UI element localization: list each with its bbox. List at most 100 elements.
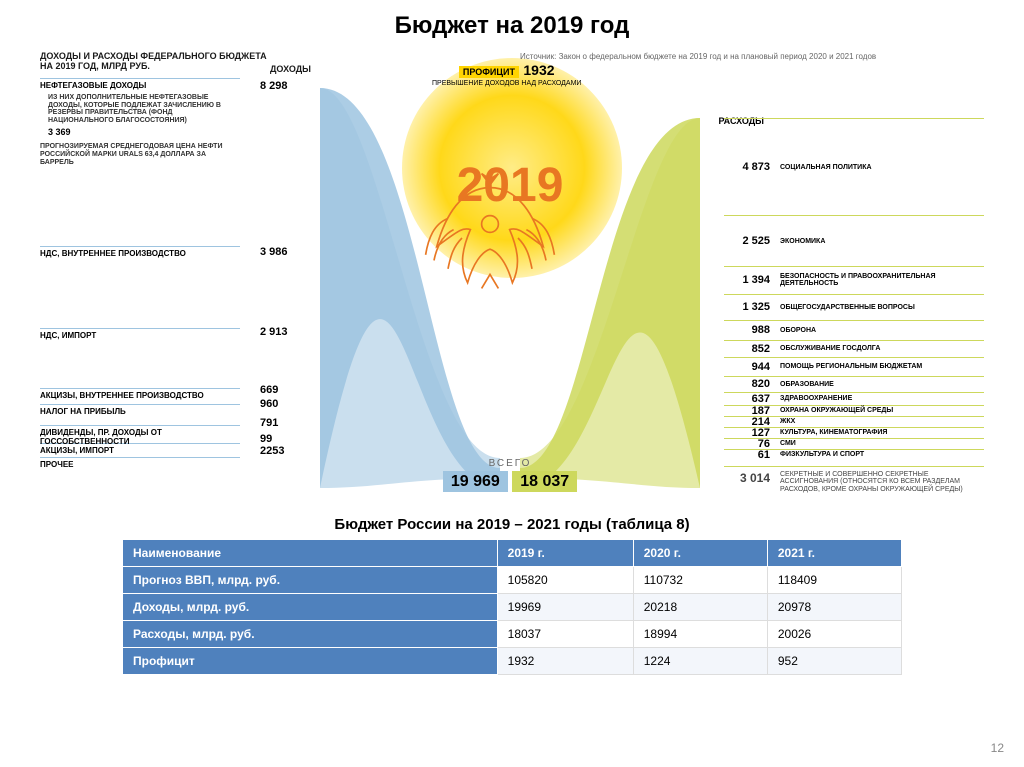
expense-value: 61 xyxy=(724,449,770,461)
income-list: НЕФТЕГАЗОВЫЕ ДОХОДЫИЗ НИХ ДОПОЛНИТЕЛЬНЫЕ… xyxy=(40,78,240,504)
income-value: 669 xyxy=(260,384,278,396)
table-row: Расходы, млрд. руб.180371899420026 xyxy=(123,621,902,648)
table-cell: 110732 xyxy=(633,567,767,594)
table-row: Прогноз ВВП, млрд. руб.10582011073211840… xyxy=(123,567,902,594)
income-item: ДИВИДЕНДЫ, ПР. ДОХОДЫ ОТ ГОССОБСТВЕННОСТ… xyxy=(40,425,240,441)
expense-item: 944ПОМОЩЬ РЕГИОНАЛЬНЫМ БЮДЖЕТАМ xyxy=(724,357,984,376)
table-col-header: Наименование xyxy=(123,540,498,567)
surplus-title: ПРОФИЦИТ xyxy=(459,66,519,78)
expense-value: 2 525 xyxy=(724,235,770,247)
income-item: НДС, ВНУТРЕННЕЕ ПРОИЗВОДСТВО xyxy=(40,246,240,326)
expense-value: 988 xyxy=(724,324,770,336)
income-item: ПРОЧЕЕ xyxy=(40,457,240,502)
expense-list: 4 873 СОЦИАЛЬНАЯ ПОЛИТИКА 2 525 ЭКОНОМИКА 1 … xyxy=(724,118,984,494)
expense-label: ОБРАЗОВАНИЕ xyxy=(780,381,834,388)
expense-item: 988 ОБОРОНА xyxy=(724,320,984,340)
table-col-header: 2021 г. xyxy=(767,540,901,567)
table-cell: 118409 xyxy=(767,567,901,594)
expense-value: 852 xyxy=(724,343,770,355)
page-number: 12 xyxy=(991,741,1004,755)
expense-item: 4 873 СОЦИАЛЬНАЯ ПОЛИТИКА xyxy=(724,118,984,215)
income-value: 3 986 xyxy=(260,246,288,258)
expense-item: 127КУЛЬТУРА, КИНЕМАТОГРАФИЯ xyxy=(724,427,984,438)
income-value: 2253 xyxy=(260,445,284,457)
table-col-header: 2020 г. xyxy=(633,540,767,567)
income-value: 791 xyxy=(260,417,278,429)
expense-label: СОЦИАЛЬНАЯ ПОЛИТИКА xyxy=(780,164,872,171)
income-value: 2 913 xyxy=(260,326,288,338)
table-cell: 19969 xyxy=(497,594,633,621)
eagle-icon xyxy=(420,168,560,308)
table-row: Профицит19321224952 xyxy=(123,648,902,675)
table-cell: 1932 xyxy=(497,648,633,675)
expense-value: 820 xyxy=(724,378,770,390)
table-cell: 20978 xyxy=(767,594,901,621)
table-body: Прогноз ВВП, млрд. руб.10582011073211840… xyxy=(123,567,902,675)
expense-item: 820 ОБРАЗОВАНИЕ xyxy=(724,376,984,392)
table-row-header: Профицит xyxy=(123,648,498,675)
table-row-header: Прогноз ВВП, млрд. руб. xyxy=(123,567,498,594)
expense-label: КУЛЬТУРА, КИНЕМАТОГРАФИЯ xyxy=(780,429,887,436)
expense-item: 76СМИ xyxy=(724,438,984,449)
income-note-value: 3 369 xyxy=(40,127,240,137)
table-cell: 20026 xyxy=(767,621,901,648)
surplus-block: ПРОФИЦИТ 1932 ПРЕВЫШЕНИЕ ДОХОДОВ НАД РАС… xyxy=(432,62,581,87)
expense-label: ОБЩЕГОСУДАРСТВЕННЫЕ ВОПРОСЫ xyxy=(780,304,915,311)
expense-item: 1 325 ОБЩЕГОСУДАРСТВЕННЫЕ ВОПРОСЫ xyxy=(724,294,984,320)
table-header-row: Наименование2019 г.2020 г.2021 г. xyxy=(123,540,902,567)
income-item: АКЦИЗЫ, ВНУТРЕННЕЕ ПРОИЗВОДСТВО xyxy=(40,388,240,401)
totals-label: ВСЕГО xyxy=(400,458,620,469)
expense-label: ЭКОНОМИКА xyxy=(780,238,825,245)
table-row-header: Расходы, млрд. руб. xyxy=(123,621,498,648)
expense-value: 637 xyxy=(724,393,770,405)
expense-label: ЖКХ xyxy=(780,418,795,425)
expense-item: 2 525 ЭКОНОМИКА xyxy=(724,215,984,265)
expense-item: 637 ЗДРАВООХРАНЕНИЕ xyxy=(724,392,984,405)
expense-label: ФИЗКУЛЬТУРА И СПОРТ xyxy=(780,451,864,458)
oil-price-note: Прогнозируемая среднегодовая цена нефти … xyxy=(40,137,240,175)
sankey-diagram: ДОХОДЫ И РАСХОДЫ ФЕДЕРАЛЬНОГО БЮДЖЕТА НА… xyxy=(0,48,1024,508)
surplus-sub: ПРЕВЫШЕНИЕ ДОХОДОВ НАД РАСХОДАМИ xyxy=(432,80,581,87)
income-item: НДС, ИМПОРТ xyxy=(40,328,240,386)
income-value: 99 xyxy=(260,433,272,445)
table-col-header: 2019 г. xyxy=(497,540,633,567)
income-item: НЕФТЕГАЗОВЫЕ ДОХОДЫИЗ НИХ ДОПОЛНИТЕЛЬНЫЕ… xyxy=(40,78,240,244)
table-cell: 105820 xyxy=(497,567,633,594)
totals-block: ВСЕГО 19 969 18 037 xyxy=(400,458,620,491)
income-note: ИЗ НИХ ДОПОЛНИТЕЛЬНЫЕ НЕФТЕГАЗОВЫЕ ДОХОД… xyxy=(40,90,240,127)
expense-label: ЗДРАВООХРАНЕНИЕ xyxy=(780,395,852,402)
table-cell: 18037 xyxy=(497,621,633,648)
expense-label: ОХРАНА ОКРУЖАЮЩЕЙ СРЕДЫ xyxy=(780,407,893,414)
expense-item: 187ОХРАНА ОКРУЖАЮЩЕЙ СРЕДЫ xyxy=(724,405,984,416)
income-value: 8 298 xyxy=(260,80,288,92)
table-title: Бюджет России на 2019 – 2021 годы (табли… xyxy=(0,516,1024,533)
expense-item: 1 394 БЕЗОПАСНОСТЬ И ПРАВООХРАНИТЕЛЬНАЯ Д… xyxy=(724,266,984,294)
expense-label: БЕЗОПАСНОСТЬ И ПРАВООХРАНИТЕЛЬНАЯ ДЕЯТЕЛ… xyxy=(780,273,984,287)
expense-label: СМИ xyxy=(780,440,796,447)
surplus-value: 1932 xyxy=(523,62,554,78)
budget-table: Наименование2019 г.2020 г.2021 г. Прогно… xyxy=(122,539,902,675)
expense-value: 1 394 xyxy=(724,274,770,286)
main-title: Бюджет на 2019 год xyxy=(0,0,1024,48)
table-row-header: Доходы, млрд. руб. xyxy=(123,594,498,621)
secret-value: 3 014 xyxy=(724,471,770,494)
expense-item: 214ЖКХ xyxy=(724,416,984,427)
total-expense: 18 037 xyxy=(512,471,577,492)
income-value: 960 xyxy=(260,398,278,410)
infographic-header: ДОХОДЫ И РАСХОДЫ ФЕДЕРАЛЬНОГО БЮДЖЕТА НА… xyxy=(40,52,267,72)
expense-label: ОБОРОНА xyxy=(780,327,816,334)
table-cell: 952 xyxy=(767,648,901,675)
table-cell: 20218 xyxy=(633,594,767,621)
income-item: НАЛОГ НА ПРИБЫЛЬ xyxy=(40,404,240,423)
expense-value: 4 873 xyxy=(724,161,770,173)
expense-label: ОБСЛУЖИВАНИЕ ГОСДОЛГА xyxy=(780,345,880,352)
expense-label: ПОМОЩЬ РЕГИОНАЛЬНЫМ БЮДЖЕТАМ xyxy=(780,363,922,370)
expense-item: 852 ОБСЛУЖИВАНИЕ ГОСДОЛГА xyxy=(724,340,984,357)
table-cell: 18994 xyxy=(633,621,767,648)
secret-expense: 3 014СЕКРЕТНЫЕ И СОВЕРШЕННО СЕКРЕТНЫЕ АС… xyxy=(724,466,984,494)
source-label: Источник: Закон о федеральном бюджете на… xyxy=(520,52,876,61)
income-label: ДОХОДЫ xyxy=(270,64,311,74)
expense-value: 1 325 xyxy=(724,301,770,313)
emblem: 2019 xyxy=(420,168,600,210)
total-income: 19 969 xyxy=(443,471,508,492)
